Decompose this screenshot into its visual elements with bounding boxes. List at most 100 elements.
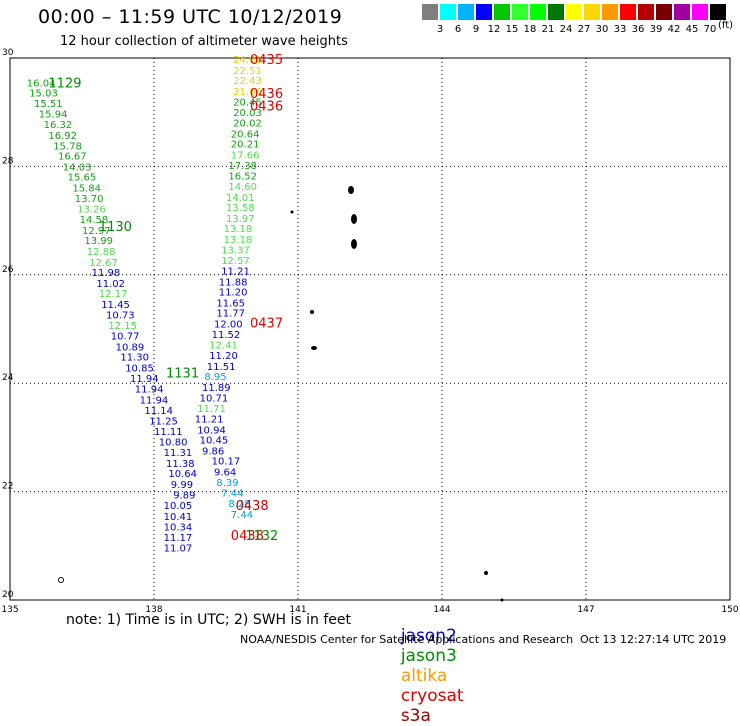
scale-label: 18 [523, 24, 537, 35]
scale-swatch [476, 4, 492, 20]
wave-height-label: 20.21 [231, 140, 260, 151]
legend-altika: altika [400, 666, 448, 686]
wave-height-label: 11.77 [216, 309, 245, 320]
wave-height-label: 10.71 [200, 393, 229, 404]
wave-height-label: 16.04 [27, 78, 56, 89]
wave-height-label: 11.38 [166, 459, 195, 470]
island-shape [58, 577, 64, 583]
wave-height-label: 13.58 [226, 203, 255, 214]
wave-height-label: 12.00 [214, 320, 243, 331]
legend-jason2: jason2 [400, 626, 457, 646]
x-tick-label: 150 [721, 605, 738, 615]
scale-label: 3 [436, 24, 444, 35]
y-tick-label: 26 [2, 265, 14, 275]
scale-label: 39 [649, 24, 663, 35]
scale-swatch [584, 4, 600, 20]
wave-height-label: 11.25 [149, 417, 178, 428]
legend-cryosat: cryosat [400, 686, 464, 706]
wave-height-label: 13.26 [77, 205, 106, 216]
generated-timestamp: Oct 13 12:27:14 UTC 2019 [580, 633, 727, 646]
scale-swatch [530, 4, 546, 20]
wave-height-label: 10.05 [164, 501, 193, 512]
pass-time-label: 0436 [250, 100, 283, 115]
x-tick-label: 135 [1, 605, 18, 615]
wave-height-label: 11.07 [164, 543, 193, 554]
wave-height-label: 15.03 [29, 89, 58, 100]
scale-label: 33 [613, 24, 627, 35]
wave-height-label: 11.51 [207, 362, 236, 373]
wave-height-label: 11.98 [92, 268, 121, 279]
wave-height-label: 17.66 [231, 150, 260, 161]
island-shape [348, 186, 354, 194]
wave-height-label: 10.80 [159, 438, 188, 449]
legend-jason3: jason3 [400, 646, 457, 666]
wave-height-label: 11.31 [164, 448, 193, 459]
wave-height-label: 20.64 [231, 129, 260, 140]
x-tick-label: 144 [433, 605, 450, 615]
wave-height-label: 11.21 [221, 266, 250, 277]
wave-height-label: 15.78 [53, 141, 82, 152]
wave-height-label: 12.57 [221, 256, 250, 267]
wave-height-label: 10.45 [200, 436, 229, 447]
wave-height-label: 11.21 [195, 414, 224, 425]
pass-time-label: 0435 [250, 53, 283, 68]
scale-swatch [458, 4, 474, 20]
wave-height-label: 11.30 [120, 353, 149, 364]
plot-frame [9, 57, 731, 601]
wave-height-label: 15.65 [68, 173, 97, 184]
wave-height-label: 13.99 [84, 236, 113, 247]
wave-height-label: 10.64 [168, 469, 197, 480]
scale-swatch [494, 4, 510, 20]
wave-height-label: 22.51 [233, 66, 262, 77]
scale-label: 12 [487, 24, 501, 35]
scale-label: 21 [541, 24, 555, 35]
wave-height-label: 10.73 [106, 310, 135, 321]
scale-swatch [512, 4, 528, 20]
wave-height-label: 12.41 [209, 341, 238, 352]
wave-height-label: 11.20 [209, 351, 238, 362]
scale-unit: (ft) [718, 20, 734, 31]
wave-height-label: 16.52 [228, 172, 257, 183]
wave-height-label: 9.89 [173, 490, 195, 501]
wave-height-label: 14.60 [228, 182, 257, 193]
pass-time-label: 0438 [231, 529, 264, 544]
wave-height-label: 15.51 [34, 99, 63, 110]
wave-height-label: 12.97 [82, 226, 111, 237]
wave-height-label: 20.03 [233, 108, 262, 119]
x-tick-label: 138 [145, 605, 162, 615]
y-tick-label: 22 [2, 482, 13, 492]
pass-time-label: 0437 [250, 316, 283, 331]
wave-height-label: 13.18 [224, 224, 253, 235]
wave-height-label: 11.65 [216, 298, 245, 309]
pass-time-label: 1132 [245, 529, 278, 544]
satellite-legend: jason2 jason3 altika cryosat s3a [390, 606, 476, 726]
wave-height-label: 12.15 [108, 321, 137, 332]
scale-swatch [548, 4, 564, 20]
y-tick-label: 30 [2, 48, 14, 58]
scale-swatch [710, 4, 726, 20]
scale-label: 45 [685, 24, 699, 35]
wave-height-label: 10.94 [197, 425, 226, 436]
wave-height-label: 11.17 [164, 533, 193, 544]
wave-height-label: 11.71 [197, 404, 226, 415]
island-shape [351, 239, 357, 249]
wave-height-label: 7.44 [221, 489, 243, 500]
scale-swatch [620, 4, 636, 20]
scale-label: 36 [631, 24, 645, 35]
scale-label: 27 [577, 24, 591, 35]
wave-height-label: 11.94 [135, 385, 164, 396]
wave-height-label: 20.02 [233, 118, 262, 129]
pass-time-label: 0436 [250, 87, 283, 102]
wave-height-label: 17.38 [228, 161, 257, 172]
map-subtitle: 12 hour collection of altimeter wave hei… [60, 34, 348, 49]
island-shape [484, 571, 488, 575]
wave-height-label: 9.64 [214, 468, 236, 479]
wave-height-label: 12.67 [89, 258, 118, 269]
scale-swatch [566, 4, 582, 20]
wave-height-label: 11.20 [219, 288, 248, 299]
wave-height-label: 10.17 [212, 457, 241, 468]
wave-height-label: 8.28 [228, 499, 250, 510]
wave-height-label: 21.66 [233, 87, 262, 98]
wave-height-label: 20.45 [233, 97, 262, 108]
scale-label: 30 [595, 24, 609, 35]
